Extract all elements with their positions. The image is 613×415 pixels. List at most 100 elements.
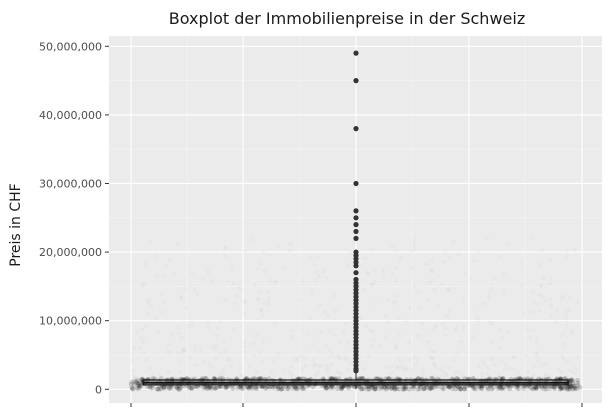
- y-tick-label: 0: [95, 383, 102, 396]
- jitter-point: [290, 329, 294, 333]
- jitter-point: [213, 385, 219, 391]
- jitter-point: [567, 384, 573, 390]
- jitter-point: [300, 386, 306, 392]
- jitter-point: [568, 378, 573, 384]
- jitter-point: [317, 254, 321, 258]
- jitter-point: [278, 386, 284, 392]
- jitter-point: [163, 273, 167, 277]
- jitter-point: [239, 385, 245, 391]
- jitter-point: [145, 312, 149, 316]
- jitter-point: [221, 340, 225, 344]
- jitter-point: [539, 384, 544, 390]
- jitter-point: [242, 345, 246, 349]
- jitter-point: [492, 277, 496, 281]
- jitter-point: [268, 279, 272, 283]
- jitter-point: [507, 386, 513, 392]
- jitter-point: [364, 324, 368, 328]
- jitter-point: [426, 262, 430, 266]
- jitter-point: [486, 295, 490, 299]
- jitter-point: [242, 249, 246, 253]
- jitter-point: [384, 365, 388, 369]
- jitter-point: [206, 385, 211, 391]
- jitter-point: [183, 286, 187, 290]
- jitter-point: [378, 344, 382, 348]
- jitter-point: [390, 245, 394, 249]
- jitter-point: [339, 386, 344, 392]
- jitter-point: [392, 386, 397, 392]
- jitter-point: [551, 384, 557, 390]
- jitter-point: [374, 302, 378, 306]
- jitter-point: [429, 385, 435, 390]
- jitter-point: [223, 245, 227, 249]
- jitter-point: [400, 386, 406, 392]
- jitter-point: [471, 334, 475, 338]
- jitter-point: [256, 267, 260, 271]
- jitter-point: [404, 318, 408, 322]
- jitter-point: [345, 367, 349, 371]
- jitter-point: [207, 384, 213, 390]
- jitter-point: [223, 254, 227, 258]
- jitter-point: [332, 294, 336, 298]
- jitter-point: [179, 336, 183, 340]
- jitter-point: [136, 383, 141, 389]
- jitter-point: [188, 385, 194, 391]
- jitter-point: [153, 317, 157, 321]
- jitter-point: [224, 384, 229, 390]
- jitter-point: [386, 297, 390, 301]
- jitter-point: [130, 358, 134, 362]
- jitter-point: [330, 353, 334, 357]
- jitter-point: [565, 249, 569, 253]
- jitter-point: [362, 367, 366, 371]
- jitter-point: [451, 239, 455, 243]
- jitter-point: [210, 280, 214, 284]
- jitter-point: [573, 247, 577, 251]
- jitter-point: [421, 386, 427, 392]
- jitter-point: [533, 384, 539, 390]
- jitter-point: [565, 324, 569, 328]
- jitter-point: [393, 386, 398, 392]
- jitter-point: [267, 253, 271, 257]
- jitter-point: [222, 385, 228, 390]
- jitter-point: [489, 286, 493, 290]
- jitter-point: [404, 367, 408, 371]
- jitter-point: [239, 373, 243, 377]
- jitter-point: [283, 265, 287, 269]
- jitter-point: [385, 385, 390, 391]
- jitter-point: [315, 278, 319, 282]
- jitter-point: [348, 251, 352, 255]
- y-tick-label: 40,000,000: [39, 109, 102, 122]
- jitter-point: [162, 384, 168, 390]
- jitter-point: [128, 381, 134, 387]
- jitter-point: [542, 299, 546, 303]
- jitter-point: [410, 266, 414, 270]
- jitter-point: [530, 328, 534, 332]
- jitter-point: [340, 384, 345, 390]
- jitter-point: [502, 271, 506, 275]
- jitter-point: [148, 239, 152, 243]
- jitter-point: [176, 386, 181, 392]
- jitter-point: [534, 351, 538, 355]
- jitter-point: [485, 372, 489, 376]
- jitter-point: [271, 358, 275, 362]
- jitter-point: [381, 274, 385, 278]
- jitter-point: [485, 237, 489, 241]
- jitter-point: [263, 300, 267, 304]
- jitter-point: [289, 242, 293, 246]
- jitter-point: [366, 271, 370, 275]
- jitter-point: [572, 385, 577, 391]
- jitter-point: [410, 385, 416, 391]
- jitter-point: [425, 299, 429, 303]
- jitter-point: [308, 256, 312, 260]
- jitter-point: [136, 385, 142, 391]
- jitter-point: [394, 365, 398, 369]
- jitter-point: [543, 386, 549, 392]
- jitter-point: [174, 385, 180, 391]
- jitter-point: [373, 280, 377, 284]
- jitter-point: [166, 386, 172, 391]
- jitter-point: [497, 254, 501, 258]
- jitter-point: [568, 377, 574, 383]
- jitter-point: [302, 385, 307, 391]
- jitter-point: [406, 386, 412, 392]
- jitter-point: [210, 365, 214, 369]
- jitter-point: [131, 382, 137, 387]
